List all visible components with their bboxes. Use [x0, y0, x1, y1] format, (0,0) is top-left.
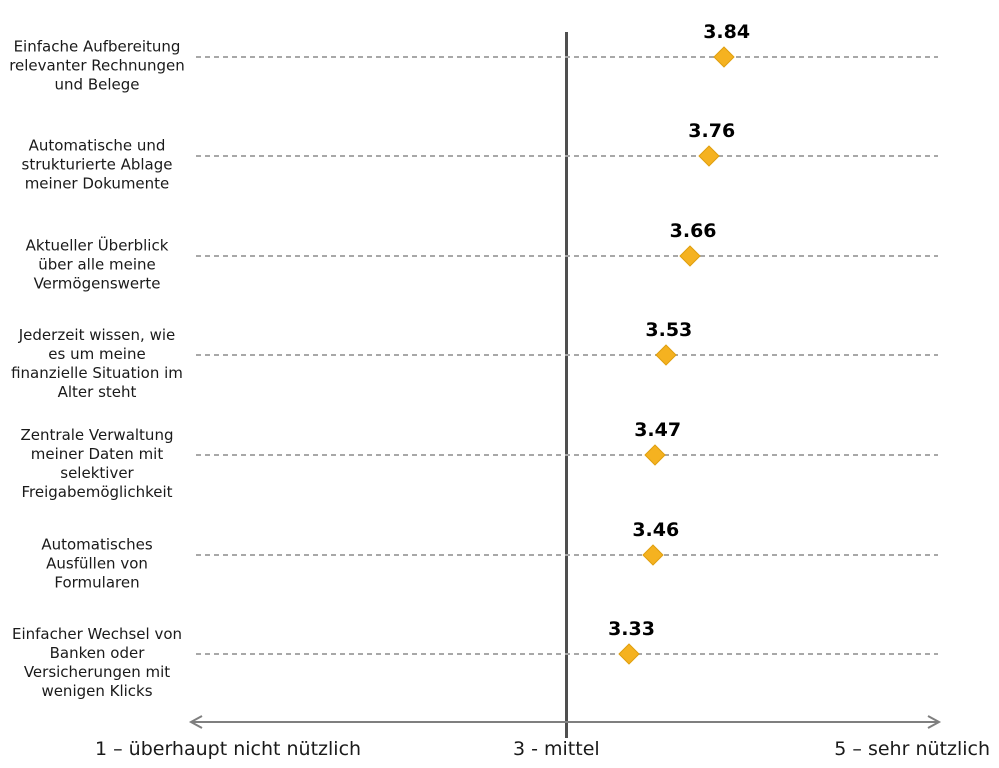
leader-dashed-line: [196, 56, 938, 58]
category-label: Einfacher Wechsel von Banken oder Versic…: [11, 625, 183, 700]
category-label: Automatisches Ausfüllen von Formularen: [41, 535, 153, 592]
value-label: 3.66: [669, 220, 717, 242]
leader-dashed-line: [196, 155, 938, 157]
diamond-marker-icon: [617, 643, 640, 665]
leader-dashed-line: [196, 354, 938, 356]
value-label: 3.76: [688, 120, 736, 142]
category-label: Automatische und strukturierte Ablage me…: [21, 136, 173, 193]
reference-line-mittel: [565, 32, 568, 738]
category-label: Zentrale Verwaltung meiner Daten mit sel…: [20, 426, 174, 501]
leader-dashed-line: [196, 454, 938, 456]
diamond-marker-icon: [713, 46, 735, 68]
leader-dashed-line: [196, 554, 938, 556]
x-axis-tick-label-1: 1 – überhaupt nicht nützlich: [95, 738, 362, 760]
value-label: 3.84: [703, 21, 751, 43]
x-axis: [188, 715, 942, 729]
arrow-left-icon: [188, 715, 203, 729]
diamond-marker-icon: [698, 145, 720, 167]
value-label: 3.46: [632, 519, 680, 541]
diamond-marker-icon: [679, 245, 701, 267]
x-axis-tick-label-5: 5 – sehr nützlich: [834, 738, 990, 760]
category-label: Jederzeit wissen, wie es um meine finanz…: [11, 326, 183, 401]
value-label: 3.33: [608, 618, 655, 640]
category-label: Einfache Aufbereitung relevanter Rechnun…: [9, 37, 185, 94]
leader-dashed-line: [196, 653, 938, 655]
diamond-marker-icon: [642, 544, 664, 566]
category-label: Aktueller Überblick über alle meine Verm…: [25, 236, 169, 293]
x-axis-tick-label-3: 3 - mittel: [513, 738, 600, 760]
arrow-right-icon: [927, 715, 942, 729]
diamond-marker-icon: [655, 344, 677, 366]
diamond-marker-icon: [644, 444, 666, 466]
value-label: 3.53: [645, 319, 693, 341]
value-label: 3.47: [634, 419, 682, 441]
leader-dashed-line: [196, 255, 938, 257]
